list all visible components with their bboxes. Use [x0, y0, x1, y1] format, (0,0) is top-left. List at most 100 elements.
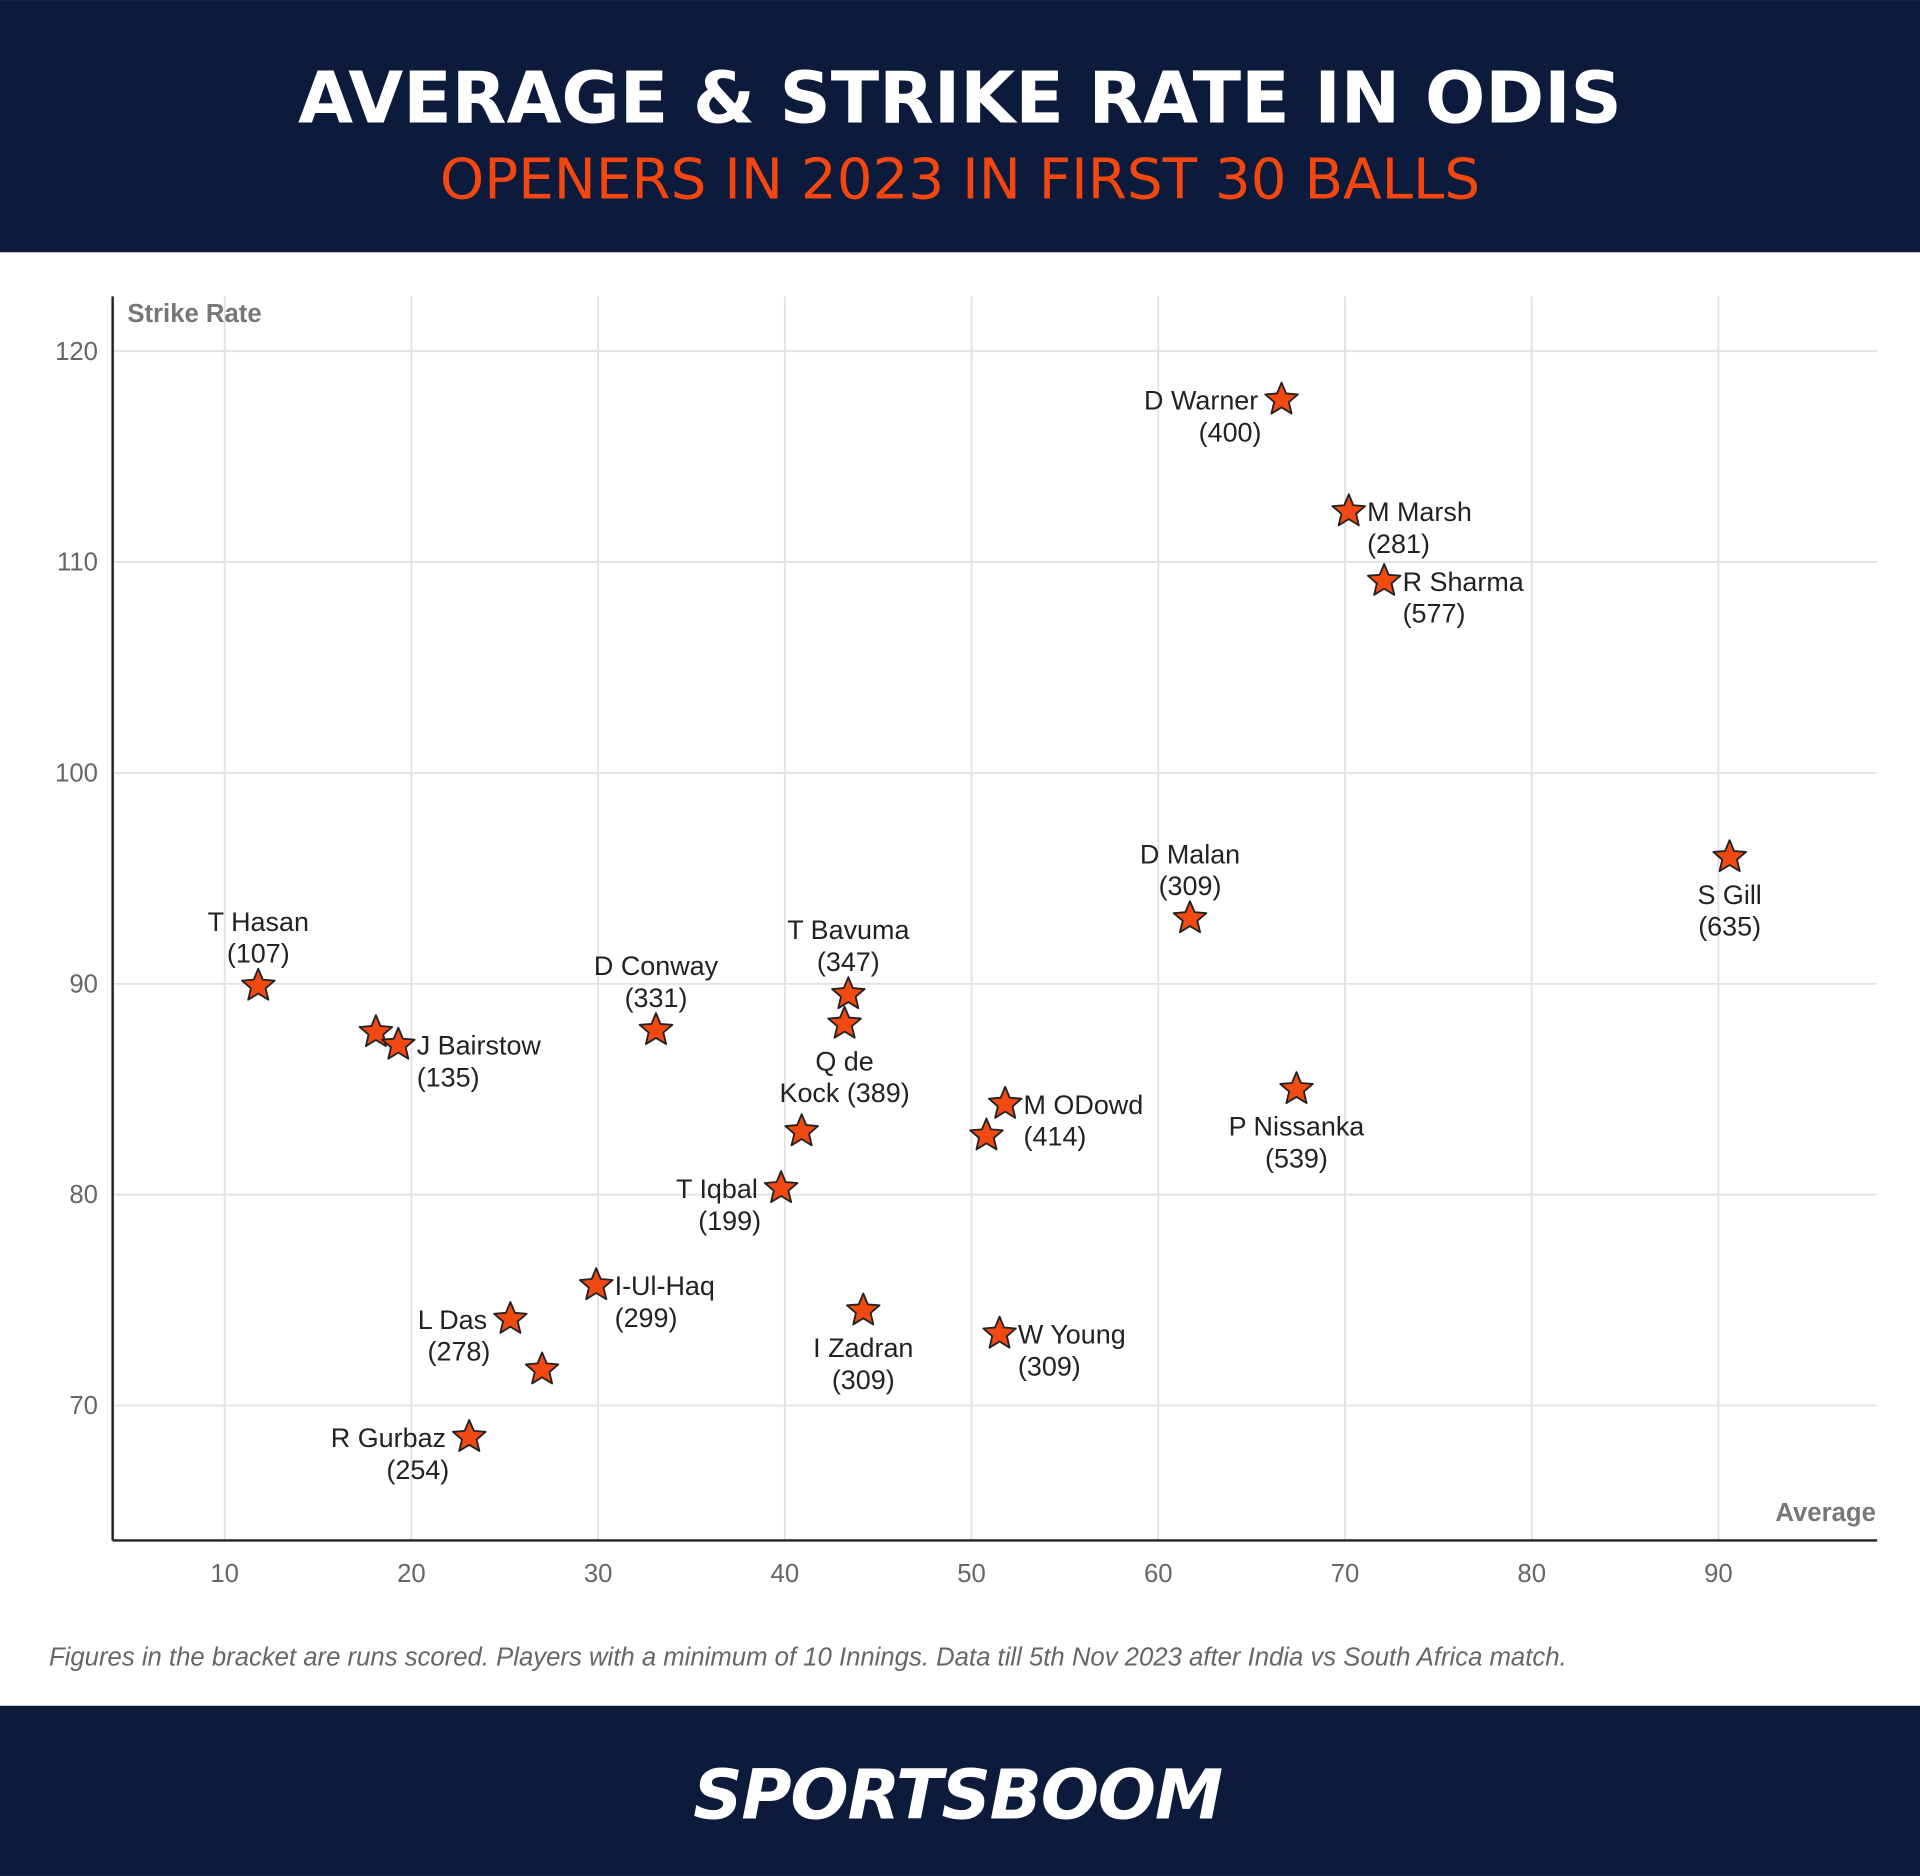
- point-label: W Young: [1018, 1320, 1126, 1350]
- point-runs: (309): [1018, 1351, 1081, 1381]
- x-tick-label: 50: [957, 1560, 986, 1588]
- x-tick-label: 90: [1704, 1560, 1733, 1588]
- point-runs: (278): [428, 1337, 491, 1367]
- data-point: [784, 1113, 819, 1147]
- y-tick-label: 100: [55, 759, 98, 787]
- point-label: J Bairstow: [417, 1031, 542, 1061]
- data-point: D Malan(309): [1140, 839, 1240, 934]
- star-marker-icon: [493, 1300, 528, 1334]
- data-point: [969, 1117, 1004, 1151]
- point-runs: (400): [1199, 417, 1262, 447]
- point-runs: (254): [386, 1455, 449, 1485]
- point-label: I-Ul-Haq: [615, 1271, 715, 1301]
- data-point: M ODowd(414): [987, 1085, 1144, 1152]
- point-label: M Marsh: [1367, 497, 1472, 527]
- chart-title: AVERAGE & STRIKE RATE IN ODIS: [298, 56, 1622, 139]
- star-marker-icon: [381, 1026, 416, 1060]
- data-point: W Young(309): [982, 1315, 1126, 1381]
- star-marker-icon: [1264, 381, 1299, 415]
- star-marker-icon: [358, 1014, 394, 1048]
- data-point: S Gill(635): [1697, 839, 1762, 942]
- point-runs: (577): [1403, 599, 1466, 629]
- star-marker-icon: [784, 1113, 819, 1147]
- point-label: D Warner: [1144, 385, 1258, 415]
- data-point: R Sharma(577): [1366, 563, 1524, 629]
- x-tick-label: 20: [397, 1560, 426, 1588]
- y-tick-label: 110: [57, 549, 98, 577]
- y-tick-label: 120: [55, 338, 98, 366]
- star-marker-icon: [452, 1419, 487, 1452]
- data-point: R Gurbaz(254): [331, 1419, 487, 1485]
- star-marker-icon: [579, 1267, 614, 1301]
- point-runs: (635): [1698, 912, 1761, 942]
- data-point: T Iqbal(199): [676, 1170, 799, 1236]
- point-runs: (347): [817, 947, 880, 977]
- star-marker-icon: [1331, 493, 1366, 527]
- x-tick-label: 40: [771, 1560, 800, 1588]
- star-marker-icon: [827, 1005, 862, 1039]
- chart-subtitle: OPENERS IN 2023 IN FIRST 30 BALLS: [440, 147, 1480, 212]
- point-label: T Bavuma: [787, 915, 909, 945]
- star-marker-icon: [831, 976, 866, 1010]
- point-label: L Das: [418, 1305, 487, 1335]
- data-point: [524, 1351, 560, 1385]
- data-point: M Marsh(281): [1331, 493, 1472, 559]
- point-label: Q de: [815, 1046, 873, 1076]
- data-point: D Warner(400): [1144, 381, 1299, 447]
- point-runs: (414): [1024, 1122, 1087, 1152]
- point-label: S Gill: [1697, 880, 1761, 910]
- data-point: [358, 1014, 394, 1048]
- footnote: Figures in the bracket are runs scored. …: [49, 1643, 1567, 1671]
- data-point: I-Ul-Haq(299): [579, 1267, 715, 1333]
- star-marker-icon: [241, 967, 276, 1001]
- star-marker-icon: [1279, 1071, 1314, 1104]
- point-label: D Conway: [594, 951, 719, 981]
- point-label: R Gurbaz: [331, 1423, 446, 1453]
- star-marker-icon: [763, 1170, 799, 1204]
- point-runs: (309): [1159, 871, 1222, 901]
- star-marker-icon: [524, 1351, 560, 1385]
- point-label: D Malan: [1140, 839, 1240, 869]
- star-marker-icon: [1366, 563, 1402, 596]
- point-runs: (135): [417, 1063, 480, 1093]
- star-marker-icon: [638, 1012, 674, 1045]
- x-axis-label: Average: [1775, 1499, 1875, 1527]
- star-marker-icon: [1712, 839, 1747, 873]
- x-tick-label: 30: [584, 1560, 613, 1588]
- x-tick-label: 60: [1144, 1560, 1173, 1588]
- point-runs: (107): [227, 939, 290, 969]
- data-point: J Bairstow(135): [381, 1026, 542, 1093]
- x-tick-label: 10: [210, 1560, 239, 1588]
- data-point: T Bavuma(347): [787, 915, 909, 1010]
- star-marker-icon: [969, 1117, 1004, 1151]
- point-label: T Iqbal: [676, 1174, 758, 1204]
- sportsboom-logo: SPORTSBOOM: [693, 1755, 1222, 1835]
- point-label: I Zadran: [813, 1333, 913, 1363]
- point-label: M ODowd: [1024, 1090, 1144, 1120]
- point-label: P Nissanka: [1229, 1112, 1365, 1142]
- point-runs: (281): [1367, 529, 1430, 559]
- point-runs: (539): [1265, 1144, 1328, 1174]
- data-point: I Zadran(309): [813, 1292, 913, 1395]
- y-tick-label: 70: [69, 1392, 98, 1420]
- grid: [112, 296, 1878, 1541]
- footer-band: [0, 1705, 1920, 1876]
- data-point: T Hasan(107): [208, 907, 309, 1001]
- point-label: T Hasan: [208, 907, 309, 937]
- axes: 10 20 30 40 50 60 70 80 90 70 80 90 100 110 120: [55, 296, 1878, 1588]
- x-tick-label: 70: [1331, 1560, 1360, 1588]
- point-runs: (299): [615, 1303, 678, 1333]
- x-tick-label: 80: [1517, 1560, 1546, 1588]
- point-runs: (331): [625, 983, 688, 1013]
- point-runs: (199): [698, 1206, 761, 1236]
- star-marker-icon: [987, 1085, 1023, 1119]
- y-tick-label: 80: [69, 1181, 98, 1209]
- y-tick-label: 90: [69, 970, 98, 998]
- data-point: D Conway(331): [594, 951, 719, 1045]
- header-band: [0, 0, 1920, 253]
- data-points: D Warner(400)M Marsh(281)R Sharma(577)S …: [208, 381, 1762, 1485]
- point-label: R Sharma: [1403, 567, 1524, 597]
- data-point: L Das(278): [418, 1300, 528, 1367]
